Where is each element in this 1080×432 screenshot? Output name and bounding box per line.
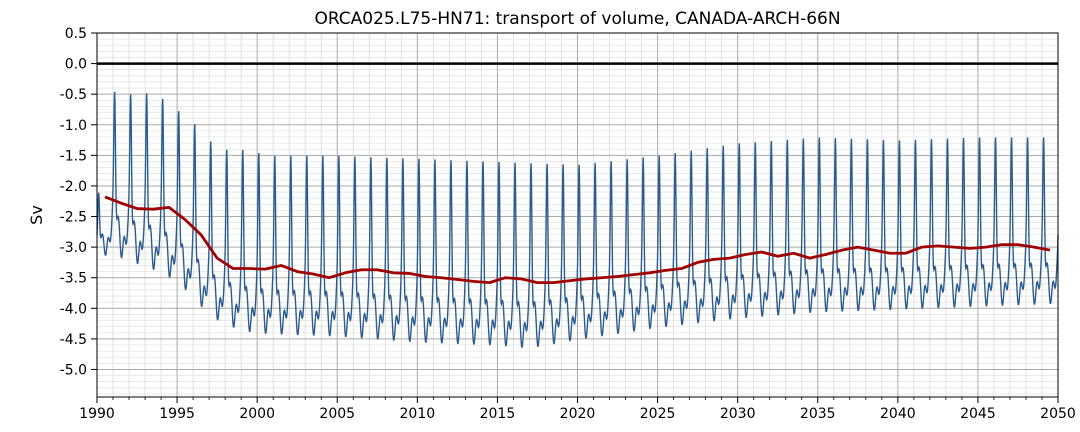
y-tick-label: -2.5 bbox=[60, 210, 87, 226]
x-tick-label: 1990 bbox=[79, 406, 115, 422]
annual-mean-line bbox=[104, 195, 1051, 284]
x-tick-label: 2015 bbox=[480, 406, 516, 422]
y-tick-label: -1.5 bbox=[60, 148, 87, 164]
y-axis: 0.5 0.0 -0.5 -1.0 -1.5 -2.0 -2.5 -3.0 -3.5 -4.0 -4… bbox=[60, 26, 97, 378]
series-layer bbox=[96, 91, 1059, 348]
x-tick-label: 2030 bbox=[720, 406, 756, 422]
x-tick-label: 2040 bbox=[880, 406, 916, 422]
x-tick-label: 2000 bbox=[239, 406, 275, 422]
y-tick-label: -4.0 bbox=[60, 301, 87, 317]
y-axis-label: Sv bbox=[27, 205, 46, 225]
chart-title: ORCA025.L75-HN71: transport of volume, C… bbox=[314, 9, 840, 29]
x-tick-label: 2020 bbox=[560, 406, 596, 422]
y-tick-label: -1.0 bbox=[60, 118, 87, 134]
y-tick-label: -2.0 bbox=[60, 179, 87, 195]
x-tick-label: 1995 bbox=[159, 406, 195, 422]
y-tick-label: 0.5 bbox=[65, 26, 87, 42]
y-tick-label: -3.5 bbox=[60, 271, 87, 287]
x-tick-label: 2050 bbox=[1040, 406, 1076, 422]
x-tick-label: 2010 bbox=[400, 406, 436, 422]
y-tick-label: -5.0 bbox=[60, 362, 87, 378]
y-tick-label: 0.0 bbox=[65, 57, 87, 73]
x-tick-label: 2025 bbox=[640, 406, 676, 422]
x-tick-label: 2045 bbox=[960, 406, 996, 422]
y-tick-label: -4.5 bbox=[60, 332, 87, 348]
x-tick-label: 2005 bbox=[319, 406, 355, 422]
y-tick-label: -0.5 bbox=[60, 87, 87, 103]
monthly-series-line bbox=[96, 91, 1059, 348]
x-axis: 1990 1995 2000 2005 2010 2015 2020 2025 2030 2035… bbox=[79, 397, 1076, 422]
x-tick-label: 2035 bbox=[800, 406, 836, 422]
y-tick-label: -3.0 bbox=[60, 240, 87, 256]
